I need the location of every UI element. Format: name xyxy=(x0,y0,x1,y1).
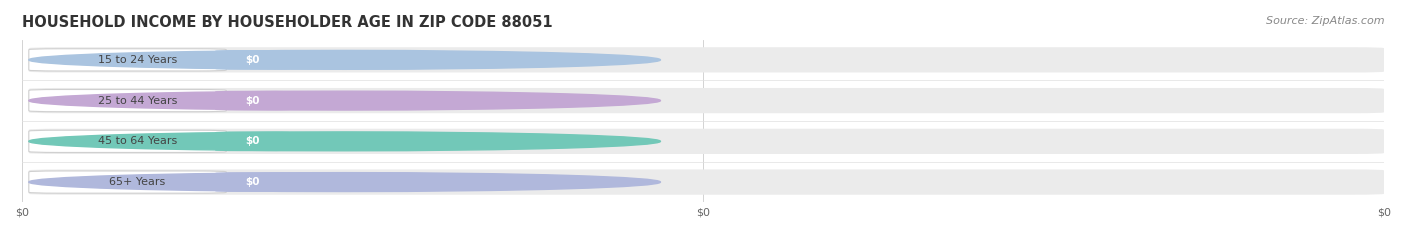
Text: 15 to 24 Years: 15 to 24 Years xyxy=(98,55,177,65)
FancyBboxPatch shape xyxy=(28,47,1384,72)
FancyBboxPatch shape xyxy=(215,131,290,151)
Text: 25 to 44 Years: 25 to 44 Years xyxy=(98,96,177,106)
Text: 65+ Years: 65+ Years xyxy=(110,177,166,187)
Circle shape xyxy=(28,173,661,192)
Text: 45 to 64 Years: 45 to 64 Years xyxy=(98,136,177,146)
FancyBboxPatch shape xyxy=(28,129,1384,154)
Circle shape xyxy=(28,91,661,110)
FancyBboxPatch shape xyxy=(28,171,226,193)
Text: HOUSEHOLD INCOME BY HOUSEHOLDER AGE IN ZIP CODE 88051: HOUSEHOLD INCOME BY HOUSEHOLDER AGE IN Z… xyxy=(22,15,553,30)
Circle shape xyxy=(28,132,661,151)
Text: $0: $0 xyxy=(245,177,260,187)
Text: $0: $0 xyxy=(245,136,260,146)
FancyBboxPatch shape xyxy=(215,50,290,70)
Circle shape xyxy=(28,50,661,69)
FancyBboxPatch shape xyxy=(28,169,1384,195)
Text: Source: ZipAtlas.com: Source: ZipAtlas.com xyxy=(1267,16,1385,26)
FancyBboxPatch shape xyxy=(28,49,226,71)
FancyBboxPatch shape xyxy=(28,88,1384,113)
FancyBboxPatch shape xyxy=(28,130,226,152)
FancyBboxPatch shape xyxy=(215,172,290,192)
Text: $0: $0 xyxy=(245,96,260,106)
FancyBboxPatch shape xyxy=(28,89,226,112)
Text: $0: $0 xyxy=(245,55,260,65)
FancyBboxPatch shape xyxy=(215,91,290,110)
